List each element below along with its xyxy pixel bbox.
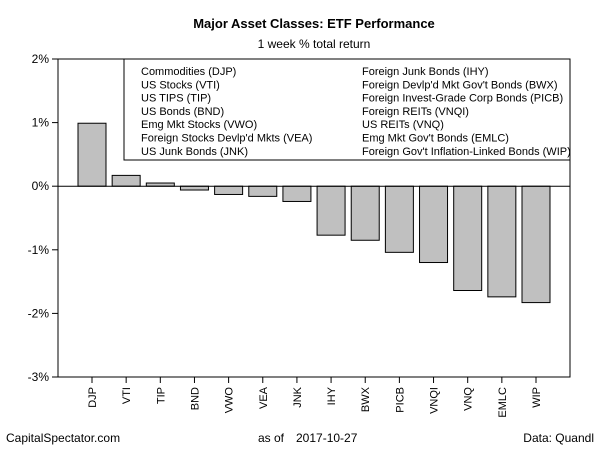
footer-data-source: Data: Quandl [523, 431, 594, 445]
y-tick-label: 2% [32, 52, 50, 66]
x-tick-label: JNK [292, 386, 304, 407]
footer-source: CapitalSpectator.com [6, 431, 120, 445]
legend-entry: US TIPS (TIP) [141, 93, 211, 105]
legend-entry: Foreign Devlp'd Mkt Gov't Bonds (BWX) [362, 79, 558, 91]
legend-entry: Foreign Junk Bonds (IHY) [362, 66, 489, 78]
legend-entry: Foreign Stocks Devlp'd Mkts (VEA) [141, 133, 312, 145]
x-tick-label: VNQI [429, 387, 441, 414]
y-tick-label: 0% [32, 179, 50, 193]
x-tick-label: VEA [258, 386, 270, 409]
legend: Commodities (DJP)US Stocks (VTI) US TIPS … [123, 58, 571, 161]
legend-box [123, 58, 571, 161]
y-tick-label: 1% [32, 116, 50, 130]
bar-bwx [350, 185, 380, 241]
legend-entry: Commodities (DJP) [141, 66, 236, 78]
y-tick-label: -2% [28, 306, 50, 320]
x-axis: DJP VTI TIP BND VWO VEA JNK IHY BWX PICB VNQI VNQ EM… [87, 377, 543, 418]
x-tick-label: WIP [531, 387, 543, 408]
legend-entry: US Stocks (VTI) [141, 79, 220, 91]
chart-title: Major Asset Classes: ETF Performance [193, 16, 435, 31]
bar-vti [111, 174, 141, 187]
x-tick-label: PICB [394, 387, 406, 413]
bar-vea [248, 185, 278, 197]
x-tick-label: EMLC [497, 387, 509, 418]
chart-subtitle: 1 week % total return [258, 37, 371, 51]
bar-jnk [282, 185, 312, 202]
legend-entry: US Bonds (BND) [141, 106, 224, 118]
bar-djp [77, 122, 107, 187]
bar-bnd [179, 185, 209, 191]
x-tick-label: BWX [360, 386, 372, 412]
legend-entry: US Junk Bonds (JNK) [141, 146, 248, 158]
x-tick-label: VWO [224, 387, 236, 414]
footer-as-of-label: as of [258, 431, 285, 445]
y-tick-label: -3% [28, 370, 50, 384]
bar-picb [384, 185, 414, 253]
x-tick-label: VNQ [463, 387, 475, 411]
y-axis: 2% 1% 0% -1% -2% -3% [28, 52, 58, 384]
bar-ihy [316, 185, 346, 236]
bar-vwo [214, 185, 244, 195]
legend-entry: US REITs (VNQ) [362, 119, 444, 131]
footer-as-of-date: 2017-10-27 [296, 431, 358, 445]
bar-wip [521, 185, 551, 304]
bar-emlc [487, 185, 517, 298]
bar-vnq [453, 185, 483, 292]
legend-entry: Emg Mkt Stocks (VWO) [141, 119, 257, 131]
x-tick-label: DJP [87, 387, 99, 408]
legend-entry: Emg Mkt Gov't Bonds (EMLC) [362, 133, 509, 145]
x-tick-label: BND [189, 387, 201, 410]
x-tick-label: TIP [155, 387, 167, 404]
legend-entry: Foreign Invest-Grade Corp Bonds (PICB) [362, 93, 563, 105]
x-tick-label: IHY [326, 386, 338, 405]
x-tick-label: VTI [121, 387, 133, 404]
y-tick-label: -1% [28, 243, 50, 257]
legend-entry: Foreign REITs (VNQI) [362, 106, 469, 118]
legend-entry: Foreign Gov't Inflation-Linked Bonds (WI… [362, 146, 571, 158]
bar-vnqi [419, 185, 449, 264]
bars [77, 122, 551, 304]
